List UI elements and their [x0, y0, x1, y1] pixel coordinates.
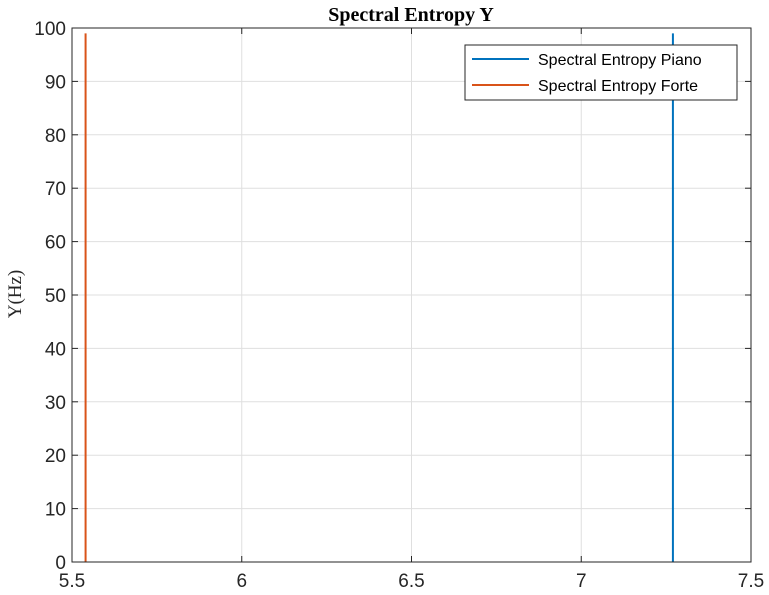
- legend-label-forte: Spectral Entropy Forte: [538, 78, 698, 95]
- x-tick-label: 6: [236, 571, 247, 592]
- y-tick-label: 40: [45, 339, 66, 360]
- y-axis-label: Y(Hz): [5, 270, 26, 319]
- x-tick-label: 6.5: [398, 571, 424, 592]
- x-tick-label: 5.5: [59, 571, 85, 592]
- x-tick-label: 7.5: [738, 571, 764, 592]
- y-tick-label: 100: [34, 19, 66, 40]
- x-tick-label: 7: [576, 571, 587, 592]
- legend-label-piano: Spectral Entropy Piano: [538, 52, 702, 69]
- grid: [72, 28, 751, 562]
- y-tick-label: 0: [55, 553, 66, 574]
- y-tick-label: 10: [45, 500, 66, 521]
- legend-box: [464, 44, 738, 101]
- y-tick-label: 90: [45, 72, 66, 93]
- y-tick-label: 30: [45, 393, 66, 414]
- y-tick-label: 20: [45, 446, 66, 467]
- legend: Spectral Entropy Piano Spectral Entropy …: [464, 44, 738, 101]
- series-layer: [84, 33, 674, 562]
- tick-layer: 5.5 6 6.5 7 7.5 0 10 20 30 40 50 60 70 80 90 100: [34, 19, 764, 592]
- y-tick-label: 60: [45, 233, 66, 254]
- chart-title: Spectral Entropy Y: [328, 4, 494, 26]
- y-tick-label: 50: [45, 286, 66, 307]
- y-tick-label: 70: [45, 179, 66, 200]
- y-tick-label: 80: [45, 126, 66, 147]
